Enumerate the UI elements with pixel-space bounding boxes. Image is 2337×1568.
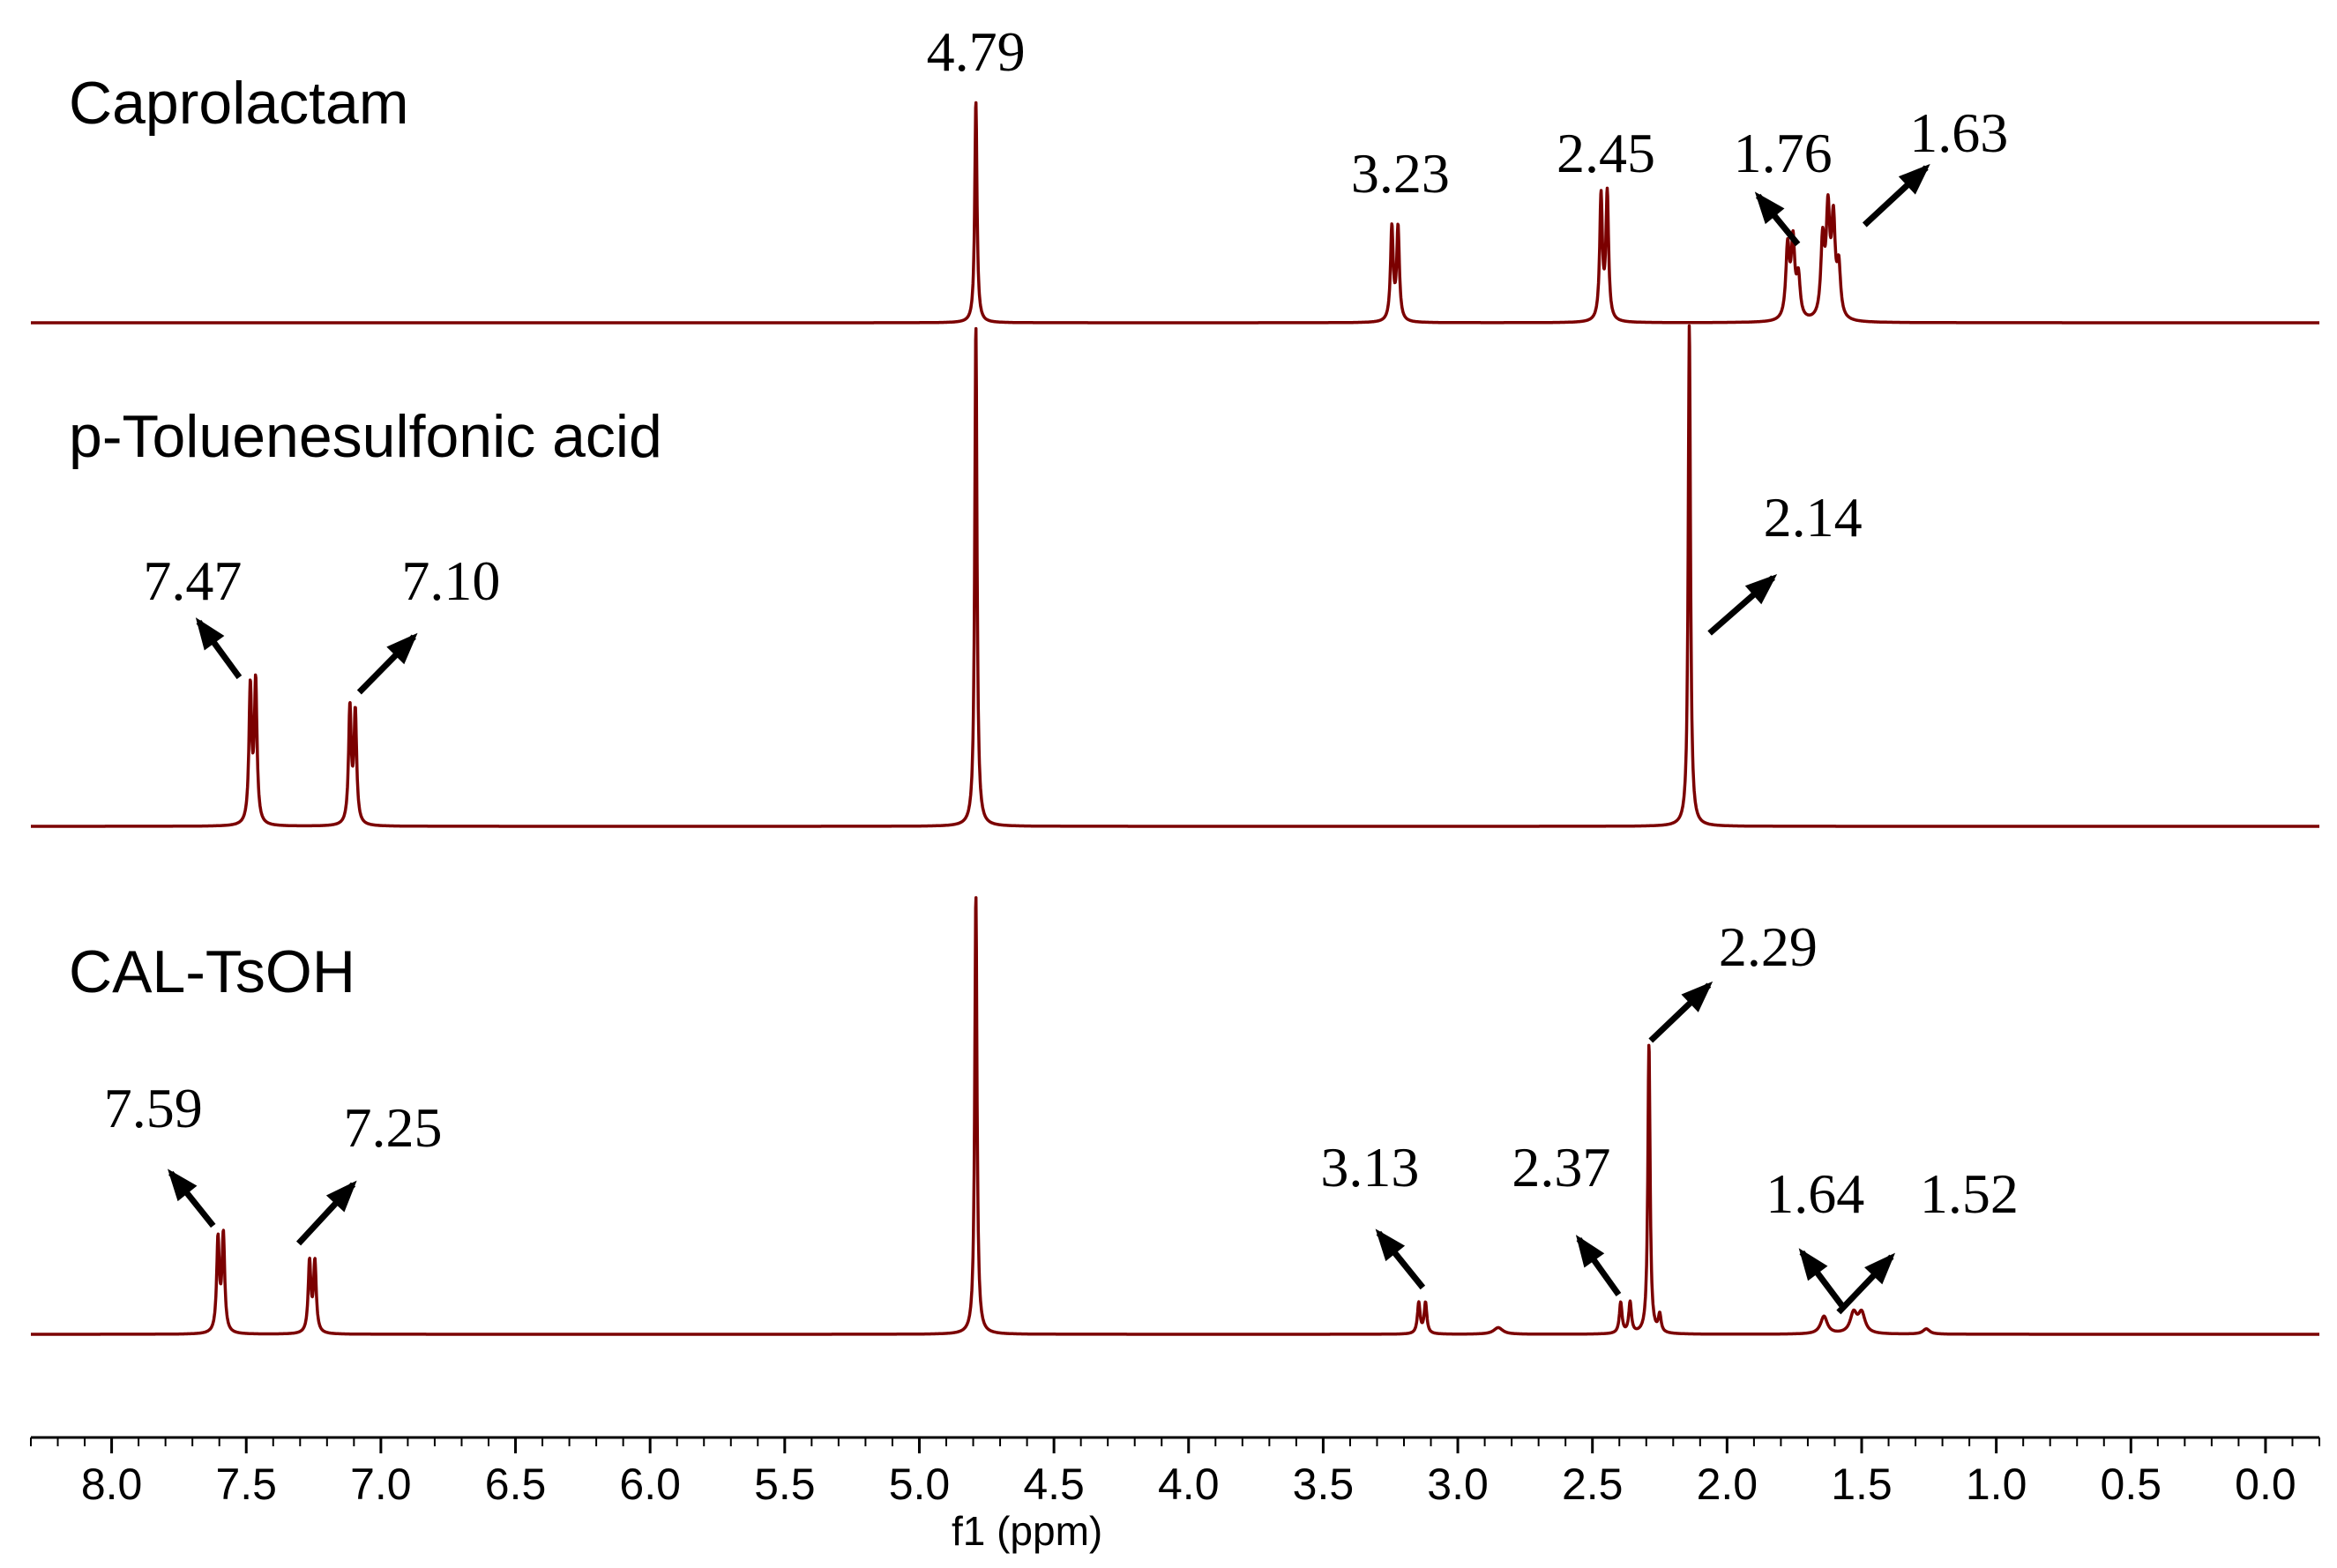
peak-label: 7.25 [344,1096,443,1159]
peak-label: 2.14 [1764,486,1863,549]
x-axis: 8.0 7.5 7.0 6.5 6.0 5.5 5.0 4.5 4.0 3.5 3.0 2.5 2.0 1… [30,1436,2320,1554]
x-tick-label: 4.5 [1023,1460,1085,1509]
peak-label: 2.45 [1557,122,1655,184]
peak-label: 1.63 [1909,101,2008,164]
arrow-head [325,1180,357,1213]
peak-label: 1.76 [1734,122,1833,184]
arrow-head [195,617,225,651]
peak-label: 3.13 [1320,1136,1419,1198]
peak-label: 3.23 [1351,142,1450,205]
peak-label: 2.29 [1719,915,1818,978]
peak-label: 7.59 [104,1077,203,1139]
x-tick-label: 3.0 [1427,1460,1489,1509]
x-tick-label: 2.5 [1562,1460,1624,1509]
spectrum-line-0 [29,101,2321,325]
arrow-head [1898,163,1930,195]
x-tick-label: 3.5 [1293,1460,1355,1509]
arrow-head [1744,574,1778,605]
x-tick-label: 1.5 [1831,1460,1893,1509]
x-tick-label: 6.5 [485,1460,547,1509]
peak-label: 2.37 [1512,1136,1610,1198]
x-tick-label: 1.0 [1966,1460,2027,1509]
arrow-head [1375,1228,1406,1262]
spectrum-line-2 [29,896,2321,1336]
spectrum-line-1 [29,324,2321,828]
arrow-head [168,1169,198,1202]
x-tick-label: 5.5 [754,1460,816,1509]
x-tick-label: 2.0 [1697,1460,1758,1509]
peak-annotations: Caprolactam 4.79 3.23 2.45 1.76 1.63 p-Toluene… [69,20,2019,1315]
spectrum-traces [29,101,2321,1336]
peak-label: 1.52 [1920,1162,2019,1225]
arrow-head [1864,1252,1896,1285]
arrow-head [1798,1248,1828,1281]
arrow-head [1575,1235,1605,1268]
peak-label: 1.64 [1766,1162,1864,1225]
x-tick-label: 7.5 [215,1460,277,1509]
peak-label: 4.79 [927,20,1026,83]
x-tick-label: 7.0 [350,1460,412,1509]
x-tick-label: 5.0 [889,1460,951,1509]
peak-label: 7.10 [401,549,500,612]
arrow-head [1681,981,1714,1012]
x-tick-label: 8.0 [81,1460,143,1509]
x-tick-label: 6.0 [619,1460,681,1509]
x-tick-label: 4.0 [1158,1460,1220,1509]
series-name-0: Caprolactam [69,70,409,137]
series-name-2: CAL-TsOH [69,938,355,1005]
x-tick-label: 0.5 [2101,1460,2162,1509]
arrow-head [1754,191,1785,225]
series-name-1: p-Toluenesulfonic acid [69,403,662,470]
x-axis-title: f1 (ppm) [952,1508,1102,1554]
peak-label: 7.47 [143,549,242,612]
arrow-head [386,632,418,665]
x-tick-label: 0.0 [2235,1460,2296,1509]
